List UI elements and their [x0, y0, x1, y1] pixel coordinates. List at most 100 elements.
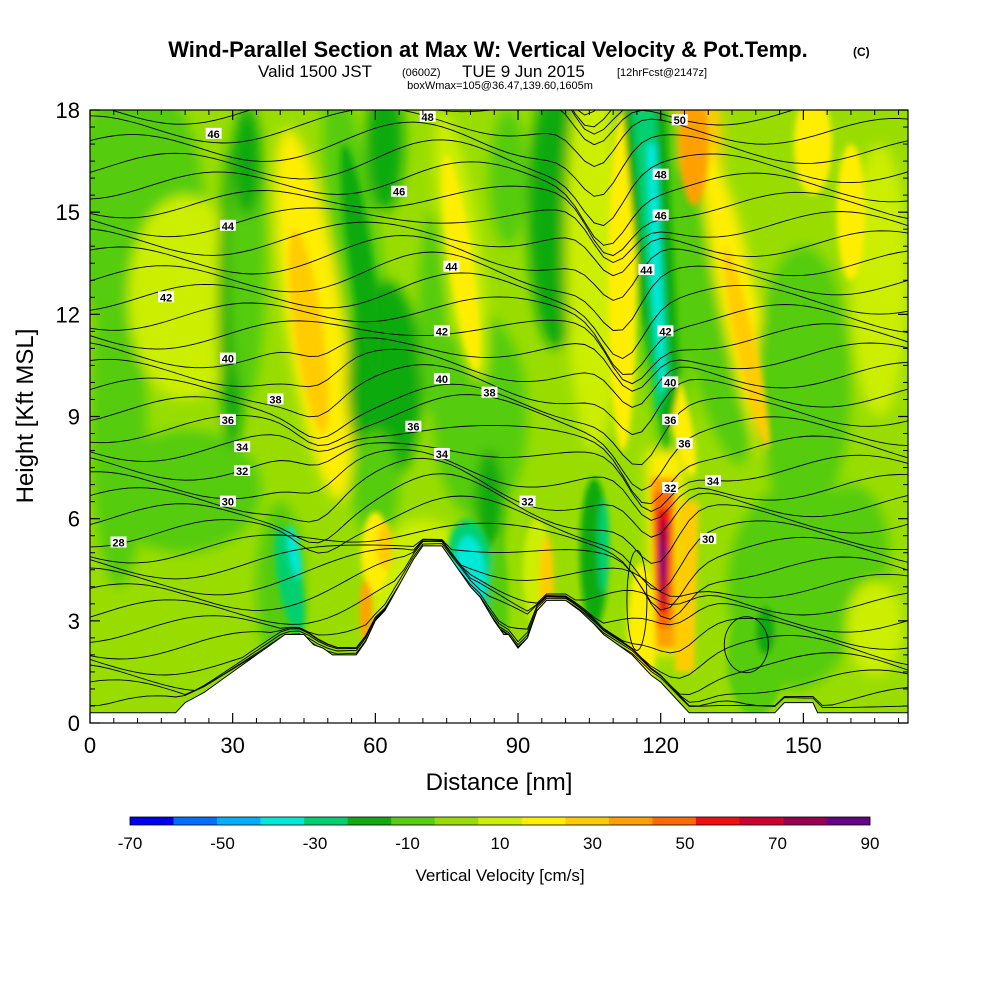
theta-contour-line — [90, 185, 908, 257]
theta-contour-label: 38 — [481, 386, 498, 400]
x-tick-label: 120 — [642, 733, 679, 758]
theta-label-text: 30 — [702, 534, 714, 546]
theta-contour-label: 50 — [671, 114, 688, 127]
colorbar-swatch — [652, 817, 697, 825]
theta-contour-line — [90, 121, 908, 197]
theta-label-box — [110, 536, 127, 548]
theta-label-box — [662, 413, 679, 425]
theta-contour-line — [90, 495, 908, 592]
theta-label-text: 48 — [422, 112, 434, 124]
theta-contour-label: 28 — [110, 536, 127, 550]
theta-contour-line — [90, 522, 908, 611]
colorbar-swatch — [347, 817, 392, 825]
theta-label-text: 36 — [222, 415, 234, 427]
theta-label-box — [443, 260, 460, 272]
field-cell — [846, 579, 904, 676]
colorbar-swatch — [608, 817, 653, 825]
theta-label-box — [234, 464, 251, 476]
theta-label-text: 44 — [445, 262, 458, 274]
theta-contour-label: 38 — [267, 393, 284, 406]
theta-label-text: 44 — [222, 221, 235, 233]
theta-label-text: 42 — [436, 326, 448, 338]
theta-contours — [90, 110, 908, 708]
theta-contour-line — [90, 139, 908, 227]
theta-label-box — [481, 386, 498, 398]
theta-contour-line — [90, 383, 908, 466]
theta-contour-line — [90, 539, 908, 616]
y-tick-label: 0 — [68, 711, 80, 736]
theta-contour-label: 36 — [676, 437, 693, 451]
x-tick-label: 30 — [220, 733, 244, 758]
colorbar-tick-label: 90 — [861, 834, 880, 853]
theta-contour-line — [90, 296, 908, 375]
valid-time-line: Valid 1500 JST (0600Z) TUE 9 Jun 2015 [1… — [258, 62, 707, 81]
theta-contour-line — [90, 551, 908, 703]
x-tick-label: 60 — [363, 733, 387, 758]
theta-label-box — [657, 325, 674, 337]
y-tick-label: 15 — [56, 200, 80, 225]
theta-contour-label: 34 — [234, 441, 251, 454]
theta-contour-line — [90, 548, 908, 679]
theta-label-box — [662, 376, 679, 388]
y-axis-label: Height [Kft MSL] — [12, 329, 39, 504]
colorbar-swatch — [391, 817, 436, 825]
theta-label-text: 44 — [640, 265, 653, 277]
valid-time: Valid 1500 JST — [258, 62, 372, 81]
x-axis: 0 30 60 90 120 150 — [84, 110, 899, 758]
theta-label-text: 34 — [707, 476, 720, 488]
theta-contour-line — [626, 549, 648, 651]
theta-contour-line — [90, 473, 908, 564]
theta-contour-line — [90, 337, 908, 392]
theta-contour-label: 34 — [433, 447, 450, 461]
theta-label-box — [676, 437, 693, 449]
field-cell — [489, 110, 528, 247]
theta-contour-label: 30 — [219, 495, 236, 509]
theta-contour-line — [90, 161, 908, 246]
theta-label-text: 48 — [655, 170, 667, 182]
valid-date: TUE 9 Jun 2015 — [462, 62, 585, 81]
theta-label-text: 40 — [664, 377, 676, 389]
theta-contour-line — [90, 348, 908, 408]
theta-contour-label: 40 — [433, 373, 450, 386]
theta-label-text: 42 — [160, 292, 172, 304]
field-cell — [608, 110, 637, 451]
theta-label-box — [419, 110, 436, 122]
field-cell — [727, 607, 785, 717]
field-cell — [597, 498, 610, 594]
y-tick-label: 3 — [68, 609, 80, 634]
theta-contour-label: 46 — [652, 209, 669, 223]
chart-title: Wind-Parallel Section at Max W: Vertical… — [168, 37, 808, 62]
colorbar-swatch — [826, 817, 871, 825]
theta-contour-line — [723, 616, 769, 674]
theta-label-box — [158, 291, 175, 303]
theta-contour-label: 44 — [219, 219, 236, 233]
valid-utc: (0600Z) — [402, 67, 441, 79]
theta-label-text: 34 — [236, 442, 249, 454]
theta-label-text: 46 — [655, 211, 667, 223]
theta-contour-line — [90, 272, 908, 360]
theta-contour-label: 48 — [652, 168, 669, 182]
theta-contour-label: 34 — [705, 475, 722, 488]
theta-contour-line — [90, 235, 908, 301]
colorbar-tick-label: 70 — [768, 834, 787, 853]
theta-label-box — [267, 393, 284, 405]
theta-contour-label: 32 — [234, 464, 251, 478]
theta-label-box — [234, 441, 251, 453]
field-cell — [418, 212, 447, 417]
field-cell — [377, 522, 393, 570]
theta-label-box — [652, 168, 669, 180]
theta-contour-line — [90, 540, 908, 633]
terrain — [90, 545, 908, 723]
field-cell — [109, 429, 262, 553]
colorbar-swatch — [739, 817, 784, 825]
theta-label-text: 46 — [208, 129, 220, 141]
colorbar-swatch — [304, 817, 348, 825]
theta-label-text: 36 — [407, 422, 419, 434]
theta-label-box — [433, 447, 450, 459]
colorbar-swatch — [260, 817, 305, 825]
theta-label-text: 34 — [436, 449, 449, 461]
colorbar-tick-label: -10 — [395, 834, 420, 853]
theta-label-text: 36 — [678, 439, 690, 451]
theta-contour-label: 36 — [662, 413, 679, 427]
